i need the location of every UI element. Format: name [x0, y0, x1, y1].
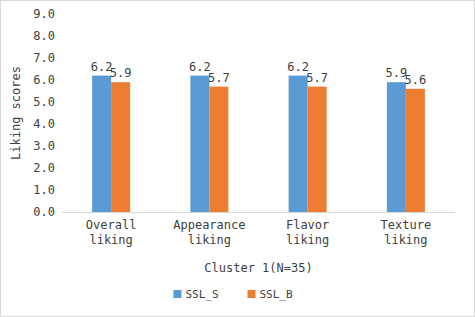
x-tick-label-line: Flavor — [286, 218, 329, 232]
x-tick-label-line: Overall — [86, 218, 137, 232]
legend-label: SSL_S — [186, 288, 219, 301]
x-tick-label: Overallliking — [86, 218, 137, 247]
y-tick-label: 8.0 — [33, 29, 55, 43]
x-tick-label-line: liking — [384, 233, 427, 247]
legend: SSL_S SSL_B — [174, 288, 293, 301]
x-tick-label-line: Appearance — [173, 218, 245, 232]
bar — [387, 82, 406, 212]
y-tick-label: 5.0 — [33, 95, 55, 109]
x-tick-label: Appearanceliking — [173, 218, 245, 247]
y-tick-label: 7.0 — [33, 51, 55, 65]
bars — [92, 76, 425, 212]
x-tick-label: Flavorliking — [286, 218, 329, 247]
y-tick-label: 9.0 — [33, 7, 55, 21]
bar — [209, 87, 228, 212]
data-label: 5.7 — [306, 71, 328, 85]
data-label: 5.7 — [208, 71, 230, 85]
y-tick-label: 1.0 — [33, 183, 55, 197]
y-tick-label: 4.0 — [33, 117, 55, 131]
x-axis-line — [62, 212, 455, 213]
data-label: 5.6 — [405, 73, 427, 87]
y-tick-label: 2.0 — [33, 161, 55, 175]
bar — [190, 76, 209, 212]
bar — [406, 89, 425, 212]
legend-label: SSL_B — [260, 288, 293, 301]
y-tick-label: 0.0 — [33, 205, 55, 219]
x-tick-label: Textureliking — [381, 218, 432, 247]
x-tick-label-line: liking — [286, 233, 329, 247]
legend-swatch — [174, 290, 182, 298]
data-labels: 6.26.26.25.95.95.75.75.6 — [91, 60, 426, 87]
x-tick-label-line: liking — [188, 233, 231, 247]
y-axis-label: Liking scores — [9, 66, 23, 160]
legend-swatch — [248, 290, 256, 298]
y-tick-label: 3.0 — [33, 139, 55, 153]
x-tick-label-line: Texture — [381, 218, 432, 232]
y-tick-label: 6.0 — [33, 73, 55, 87]
chart-svg: 0.0 1.0 2.0 3.0 4.0 5.0 6.0 7.0 8.0 9.0 Liking sco… — [0, 0, 475, 317]
x-axis-label: Cluster 1(N=35) — [204, 261, 312, 275]
chart-frame — [1, 1, 475, 317]
bar — [289, 76, 308, 212]
chart-container: 0.0 1.0 2.0 3.0 4.0 5.0 6.0 7.0 8.0 9.0 Liking sco… — [0, 0, 475, 317]
x-tick-label-line: liking — [89, 233, 132, 247]
bar — [111, 82, 130, 212]
data-label: 5.9 — [110, 66, 132, 80]
bar — [92, 76, 111, 212]
bar — [308, 87, 327, 212]
